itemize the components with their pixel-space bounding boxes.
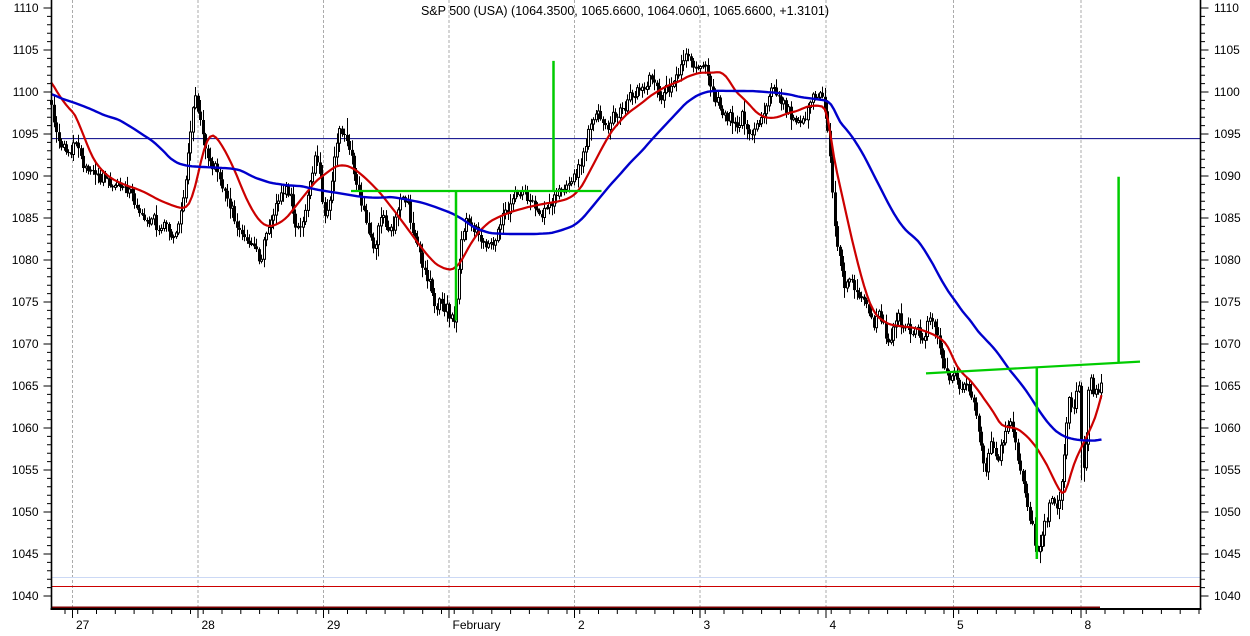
svg-text:8: 8 xyxy=(1085,618,1092,631)
svg-text:1090: 1090 xyxy=(1214,169,1241,183)
svg-text:3: 3 xyxy=(704,618,711,631)
svg-text:2: 2 xyxy=(578,618,585,631)
svg-text:1050: 1050 xyxy=(12,505,39,519)
svg-text:1045: 1045 xyxy=(12,547,39,561)
svg-text:1065: 1065 xyxy=(12,379,39,393)
svg-text:1040: 1040 xyxy=(1214,589,1241,603)
svg-text:1045: 1045 xyxy=(1214,547,1241,561)
svg-text:1100: 1100 xyxy=(13,85,39,99)
svg-text:5: 5 xyxy=(957,618,964,631)
svg-text:1100: 1100 xyxy=(1214,85,1240,99)
svg-text:1080: 1080 xyxy=(1214,253,1241,267)
svg-text:27: 27 xyxy=(76,618,90,631)
svg-text:29: 29 xyxy=(327,618,341,631)
svg-text:1110: 1110 xyxy=(14,1,39,15)
svg-text:1060: 1060 xyxy=(1214,421,1241,435)
svg-text:1095: 1095 xyxy=(12,127,39,141)
svg-text:1070: 1070 xyxy=(1214,337,1241,351)
svg-text:1075: 1075 xyxy=(12,295,39,309)
svg-text:1065: 1065 xyxy=(1214,379,1241,393)
svg-text:1095: 1095 xyxy=(1214,127,1241,141)
svg-text:28: 28 xyxy=(202,618,216,631)
svg-text:1040: 1040 xyxy=(12,589,39,603)
svg-text:4: 4 xyxy=(830,618,837,631)
svg-text:February: February xyxy=(453,618,501,631)
svg-text:S&P 500 (USA) (1064.3500, 1065: S&P 500 (USA) (1064.3500, 1065.6600, 106… xyxy=(421,4,829,18)
svg-text:1050: 1050 xyxy=(1214,505,1241,519)
svg-text:1110: 1110 xyxy=(1214,1,1239,15)
svg-text:1055: 1055 xyxy=(12,463,39,477)
svg-text:1055: 1055 xyxy=(1214,463,1241,477)
svg-text:1105: 1105 xyxy=(1214,43,1240,57)
svg-text:1085: 1085 xyxy=(1214,211,1241,225)
svg-text:1060: 1060 xyxy=(12,421,39,435)
svg-text:1085: 1085 xyxy=(12,211,39,225)
svg-text:1070: 1070 xyxy=(12,337,39,351)
svg-text:1075: 1075 xyxy=(1214,295,1241,309)
svg-text:1080: 1080 xyxy=(12,253,39,267)
svg-text:1105: 1105 xyxy=(13,43,39,57)
svg-text:1090: 1090 xyxy=(12,169,39,183)
